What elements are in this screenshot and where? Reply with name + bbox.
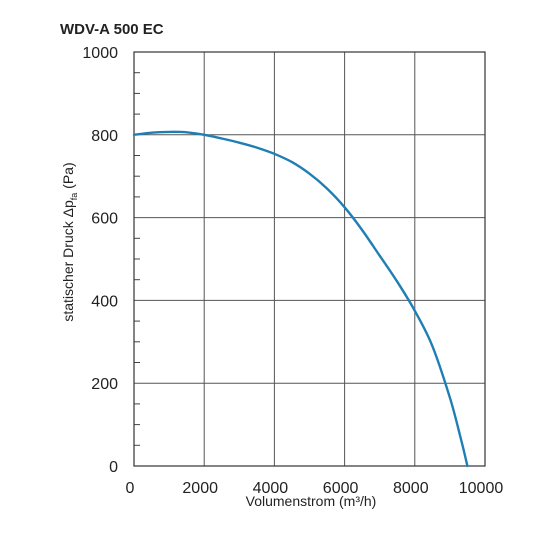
x-tick-label: 10000 — [459, 480, 504, 497]
x-tick-label: 8000 — [393, 480, 429, 497]
minor-ticks — [134, 72, 140, 446]
x-tick-label: 0 — [126, 480, 135, 497]
y-axis-label: statischer Druck Δpfa (Pa) — [60, 162, 79, 321]
y-tick-label: 800 — [91, 128, 118, 145]
y-tick-label: 200 — [91, 376, 118, 393]
y-tick-labels: 0 200 400 600 800 1000 — [82, 45, 118, 476]
x-tick-label: 6000 — [323, 480, 359, 497]
y-tick-label: 0 — [109, 459, 118, 476]
x-tick-label: 4000 — [253, 480, 289, 497]
y-axis-label-unit: (Pa) — [60, 162, 76, 192]
y-axis-label-subscript: fa — [69, 193, 79, 201]
y-axis-label-main: statischer Druck Δp — [60, 200, 76, 322]
y-tick-label: 400 — [91, 293, 118, 310]
x-tick-label: 2000 — [182, 480, 218, 497]
chart-title: WDV-A 500 EC — [60, 21, 164, 38]
x-axis-label: Volumenstrom (m³/h) — [246, 493, 377, 509]
x-tick-labels: 0 2000 4000 6000 8000 10000 — [126, 480, 504, 497]
grid — [134, 52, 485, 466]
y-tick-label: 1000 — [82, 45, 118, 62]
y-tick-label: 600 — [91, 211, 118, 228]
fan-curve-line — [132, 130, 469, 468]
plot-frame — [133, 51, 486, 467]
